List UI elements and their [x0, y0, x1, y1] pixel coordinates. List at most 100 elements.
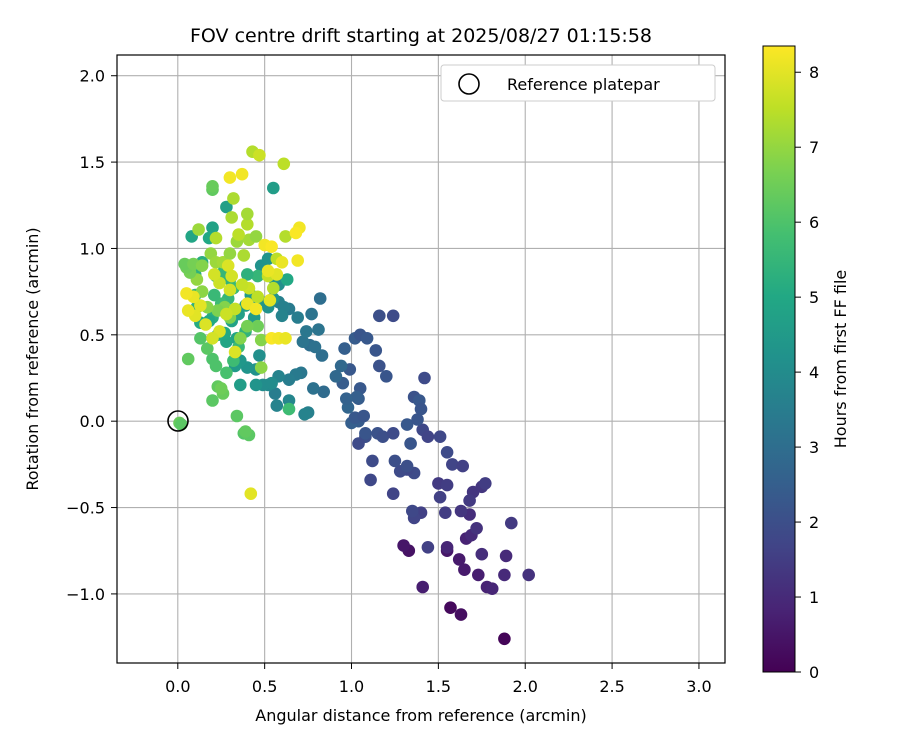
data-point	[235, 167, 249, 181]
data-point	[498, 632, 511, 646]
data-point	[416, 580, 430, 594]
data-point	[404, 437, 417, 450]
data-point	[386, 309, 400, 323]
data-point	[249, 378, 263, 392]
data-point	[267, 181, 280, 195]
data-point	[289, 226, 303, 240]
data-point	[454, 504, 468, 518]
data-point	[439, 506, 452, 519]
data-point	[175, 418, 188, 431]
data-point	[470, 522, 483, 535]
colorbar-tick-label: 7	[809, 138, 819, 157]
data-point	[253, 148, 266, 162]
y-tick-label: −1.0	[66, 585, 105, 604]
y-axis-ticks: −1.0 −0.5 0.0 0.5 1.0 1.5 2.0	[66, 67, 117, 604]
data-point	[334, 359, 348, 373]
y-tick-label: 1.0	[80, 239, 105, 258]
data-point	[279, 230, 292, 243]
data-point	[220, 366, 233, 380]
data-point	[267, 281, 280, 295]
x-tick-label: 2.0	[513, 677, 538, 696]
x-axis-ticks: 0.0 0.5 1.0 1.5 2.0 2.5 3.0	[165, 663, 712, 696]
data-point	[241, 207, 254, 221]
data-points	[173, 145, 535, 646]
colorbar-tick-label: 1	[809, 588, 819, 607]
data-point	[291, 254, 305, 267]
data-point	[338, 342, 351, 355]
data-point	[239, 425, 252, 438]
data-point	[397, 539, 410, 552]
data-point	[446, 458, 459, 471]
data-point	[313, 292, 327, 305]
data-point	[329, 370, 343, 383]
data-point	[421, 541, 435, 554]
data-point	[406, 504, 419, 518]
data-point	[220, 200, 233, 214]
data-point	[249, 302, 263, 316]
data-point	[251, 290, 264, 304]
data-point	[275, 309, 289, 323]
data-point	[249, 230, 263, 243]
data-point	[263, 294, 277, 307]
x-tick-label: 3.0	[686, 677, 711, 696]
data-point	[230, 409, 244, 423]
data-point	[352, 437, 365, 450]
data-point	[305, 307, 318, 321]
data-point	[485, 582, 499, 595]
legend-box	[440, 64, 716, 102]
data-point	[241, 218, 254, 231]
data-point	[282, 402, 296, 416]
data-point	[206, 332, 219, 345]
data-point	[241, 319, 254, 333]
data-point	[440, 478, 454, 492]
colorbar-tick-label: 6	[809, 213, 819, 232]
data-point	[194, 332, 207, 345]
colorbar	[762, 45, 796, 673]
data-point	[251, 319, 264, 333]
x-tick-label: 0.5	[252, 677, 277, 696]
data-point	[364, 473, 377, 487]
x-tick-label: 2.5	[599, 677, 624, 696]
data-point	[479, 477, 492, 490]
data-point	[244, 487, 258, 501]
data-point	[181, 304, 195, 317]
data-point	[234, 332, 247, 345]
data-point	[369, 344, 383, 357]
chart-title: FOV centre drift starting at 2025/08/27 …	[190, 25, 652, 47]
data-point	[298, 408, 311, 421]
data-point	[366, 454, 379, 468]
data-point	[440, 446, 454, 459]
data-point	[234, 378, 247, 392]
data-point	[195, 259, 209, 273]
data-point	[206, 352, 219, 366]
data-point	[499, 549, 513, 563]
colorbar-ticks: 0 1 2 3 4 5 6 7 8	[795, 63, 819, 682]
data-point	[418, 371, 431, 385]
data-point	[373, 309, 386, 323]
data-point	[400, 459, 414, 473]
y-tick-label: 0.0	[80, 412, 105, 431]
data-point	[373, 359, 386, 373]
data-point	[235, 278, 249, 292]
data-point	[225, 211, 238, 224]
data-point	[253, 349, 266, 362]
y-tick-label: 2.0	[80, 67, 105, 86]
data-point	[280, 273, 294, 286]
y-tick-label: 1.5	[80, 153, 105, 172]
data-point	[317, 385, 331, 399]
data-point	[421, 430, 435, 444]
data-point	[270, 399, 284, 412]
data-point	[227, 192, 240, 205]
data-point	[359, 427, 372, 440]
data-point	[275, 255, 289, 269]
data-point	[223, 171, 237, 184]
data-point	[472, 568, 485, 582]
data-point	[440, 541, 454, 554]
colorbar-tick-label: 4	[809, 363, 819, 382]
data-point	[296, 335, 310, 349]
colorbar-tick-label: 5	[809, 288, 819, 307]
data-point	[241, 268, 254, 281]
data-point	[199, 318, 212, 331]
data-point	[505, 516, 518, 530]
